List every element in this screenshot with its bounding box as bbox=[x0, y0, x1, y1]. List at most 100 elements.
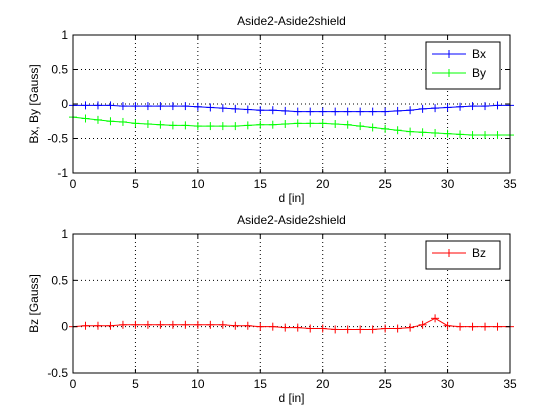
bottom-point-Bz-16 bbox=[268, 322, 277, 331]
top-point-By-10 bbox=[193, 122, 202, 131]
bottom-legend: Bz bbox=[425, 240, 501, 270]
bottom-point-Bz-1 bbox=[81, 321, 90, 330]
top-point-By-29 bbox=[431, 128, 440, 137]
bottom-point-Bz-13 bbox=[231, 321, 240, 330]
bottom-xtick-label-4: 20 bbox=[316, 377, 330, 391]
top-point-By-26 bbox=[393, 126, 402, 135]
bottom-point-Bz-23 bbox=[356, 325, 365, 334]
top-legend-label-Bx: Bx bbox=[472, 47, 486, 61]
bottom-point-Bz-6 bbox=[143, 320, 152, 329]
top-point-Bx-28 bbox=[418, 104, 427, 113]
top-point-By-1 bbox=[81, 114, 90, 123]
bottom-point-Bz-25 bbox=[381, 324, 390, 333]
top-point-Bx-10 bbox=[193, 102, 202, 111]
bottom-point-Bz-22 bbox=[343, 325, 352, 334]
top-title: Aside2-Aside2shield bbox=[237, 14, 346, 28]
bottom-point-Bz-12 bbox=[218, 320, 227, 329]
bottom-point-Bz-17 bbox=[281, 323, 290, 332]
bottom-legend-item-Bz: Bz bbox=[432, 246, 486, 260]
bottom-point-Bz-7 bbox=[156, 320, 165, 329]
bottom-xlabel: d [in] bbox=[278, 391, 304, 405]
top-point-By-28 bbox=[418, 128, 427, 137]
top-point-Bx-18 bbox=[293, 107, 302, 116]
top-point-Bx-7 bbox=[156, 102, 165, 111]
top-point-Bx-5 bbox=[131, 102, 140, 111]
top-point-Bx-3 bbox=[106, 101, 115, 110]
subplot-top: Aside2-Aside2shield 0 5 10 15 20 25 30 35-1-0.5… bbox=[27, 14, 517, 205]
top-point-By-27 bbox=[406, 127, 415, 136]
bottom-point-Bz-10 bbox=[193, 320, 202, 329]
top-point-Bx-21 bbox=[331, 107, 340, 116]
top-xtick-label-1: 5 bbox=[132, 177, 139, 191]
bottom-ytick-label-3: 1 bbox=[61, 227, 68, 241]
top-legend-item-Bx: Bx bbox=[432, 47, 486, 61]
top-point-By-22 bbox=[343, 120, 352, 129]
top-point-Bx-2 bbox=[93, 101, 102, 110]
top-point-Bx-23 bbox=[356, 107, 365, 116]
top-point-Bx-31 bbox=[456, 102, 465, 111]
top-point-By-20 bbox=[318, 119, 327, 128]
top-point-Bx-14 bbox=[243, 105, 252, 114]
bottom-point-Bz-19 bbox=[306, 324, 315, 333]
bottom-xtick-label-1: 5 bbox=[132, 377, 139, 391]
top-legend: Bx By bbox=[425, 41, 501, 90]
top-point-By-8 bbox=[168, 121, 177, 130]
top-xtick-label-4: 20 bbox=[316, 177, 330, 191]
top-point-By-31 bbox=[456, 130, 465, 139]
bottom-xtick-label-5: 25 bbox=[378, 377, 392, 391]
bottom-point-Bz-29 bbox=[431, 314, 440, 323]
top-point-By-4 bbox=[118, 117, 127, 126]
bottom-ytick-label-1: 0 bbox=[61, 320, 68, 334]
top-point-Bx-34 bbox=[493, 101, 502, 110]
bottom-point-Bz-33 bbox=[481, 322, 490, 331]
top-point-Bx-16 bbox=[268, 106, 277, 115]
top-point-Bx-9 bbox=[181, 102, 190, 111]
bottom-grid bbox=[73, 234, 510, 373]
top-point-Bx-1 bbox=[81, 101, 90, 110]
bottom-xtick-label-7: 35 bbox=[503, 377, 517, 391]
top-ylabel: Bx, By [Gauss] bbox=[27, 64, 41, 143]
top-xlabel: d [in] bbox=[278, 191, 304, 205]
top-ytick-label-0: -1 bbox=[57, 166, 68, 180]
top-point-By-19 bbox=[306, 119, 315, 128]
bottom-point-Bz-34 bbox=[493, 322, 502, 331]
top-point-By-15 bbox=[256, 120, 265, 129]
top-point-Bx-6 bbox=[143, 102, 152, 111]
top-point-By-13 bbox=[231, 122, 240, 131]
top-point-By-33 bbox=[481, 131, 490, 140]
top-point-By-30 bbox=[443, 129, 452, 138]
top-xtick-label-5: 25 bbox=[378, 177, 392, 191]
top-legend-item-By: By bbox=[432, 66, 486, 80]
bottom-legend-box bbox=[425, 240, 501, 270]
bottom-title: Aside2-Aside2shield bbox=[237, 213, 346, 227]
top-point-Bx-11 bbox=[206, 103, 215, 112]
top-point-Bx-32 bbox=[468, 102, 477, 111]
bottom-point-Bz-8 bbox=[168, 320, 177, 329]
top-point-By-6 bbox=[143, 120, 152, 129]
bottom-xtick-label-3: 15 bbox=[254, 377, 268, 391]
bottom-point-Bz-30 bbox=[443, 321, 452, 330]
bottom-ytick-label-2: 0.5 bbox=[51, 273, 68, 287]
bottom-point-Bz-28 bbox=[418, 320, 427, 329]
bottom-point-Bz-32 bbox=[468, 322, 477, 331]
top-point-By-2 bbox=[93, 115, 102, 124]
top-point-Bx-29 bbox=[431, 104, 440, 113]
top-point-By-12 bbox=[218, 122, 227, 131]
top-point-Bx-4 bbox=[118, 102, 127, 111]
bottom-xtick-label-6: 30 bbox=[441, 377, 455, 391]
top-point-By-23 bbox=[356, 122, 365, 131]
top-xtick-label-3: 15 bbox=[254, 177, 268, 191]
bottom-point-Bz-4 bbox=[118, 320, 127, 329]
top-series-By bbox=[69, 113, 514, 140]
top-point-Bx-30 bbox=[443, 103, 452, 112]
bottom-point-Bz-20 bbox=[318, 324, 327, 333]
top-xtick-label-0: 0 bbox=[70, 177, 77, 191]
top-point-By-14 bbox=[243, 121, 252, 130]
bottom-point-Bz-5 bbox=[131, 320, 140, 329]
top-point-Bx-17 bbox=[281, 106, 290, 115]
top-point-By-5 bbox=[131, 119, 140, 128]
top-plot-area: 0 5 10 15 20 25 30 35 -1 -0.5 0 0.5 1 Bx By bbox=[47, 28, 517, 191]
bottom-point-Bz-21 bbox=[331, 325, 340, 334]
top-xtick-label-7: 35 bbox=[503, 177, 517, 191]
